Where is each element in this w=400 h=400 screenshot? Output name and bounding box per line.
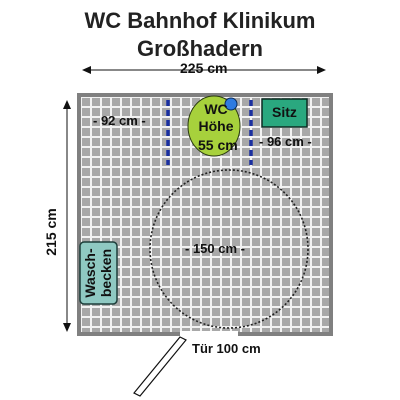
flush-button-icon[interactable] [224, 97, 238, 111]
page-title-line1: WC Bahnhof Klinikum [84, 8, 316, 33]
turning-circle-label: - 150 cm - [185, 241, 245, 256]
wash-basin[interactable] [79, 241, 118, 305]
right-clearance-label: - 96 cm - [259, 134, 312, 149]
door-leaf[interactable] [133, 336, 187, 397]
seat-label: Sitz [272, 104, 297, 120]
folding-seat[interactable] [261, 98, 308, 128]
toilet-height-label: 55 cm [198, 137, 238, 153]
toilet-label: WC Höhe [198, 101, 234, 135]
width-dimension-label: 225 cm [180, 60, 228, 76]
turning-circle [149, 169, 309, 329]
wash-basin-label-line2: becken [98, 249, 114, 297]
wash-basin-label-line1: Wasch- [82, 248, 98, 298]
wash-basin-label: Wasch- becken [82, 248, 114, 298]
left-clearance-label: - 92 cm - [93, 113, 146, 128]
door-label: Tür 100 cm [192, 341, 261, 356]
toilet-bowl[interactable] [187, 95, 241, 157]
height-dimension-text: 215 cm [43, 208, 59, 255]
door-opening [180, 331, 238, 337]
toilet-label-line2: Höhe [198, 118, 234, 134]
height-dimension-label: 215 cm [43, 208, 59, 255]
page-title-line2: Großhadern [137, 36, 263, 61]
height-dimension-arrow [63, 100, 71, 332]
toilet-label-line1: WC [204, 101, 228, 117]
width-dimension-arrow [82, 66, 326, 74]
